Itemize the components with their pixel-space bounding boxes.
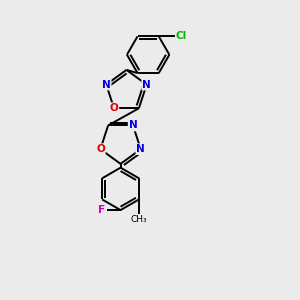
- Text: N: N: [142, 80, 151, 90]
- Text: Cl: Cl: [176, 32, 187, 41]
- Text: N: N: [129, 121, 137, 130]
- Text: CH₃: CH₃: [130, 215, 147, 224]
- Text: N: N: [136, 144, 145, 154]
- Text: F: F: [98, 205, 106, 215]
- Text: N: N: [102, 80, 111, 90]
- Text: O: O: [96, 144, 105, 154]
- Text: O: O: [110, 103, 118, 113]
